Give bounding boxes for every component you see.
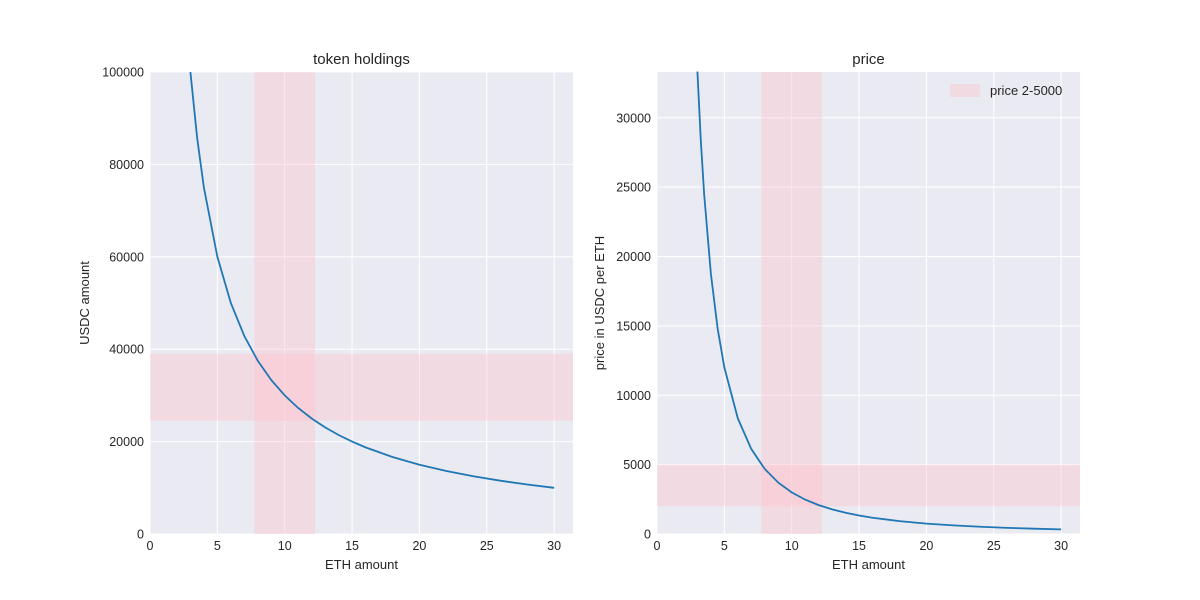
y-tick-label: 20000 <box>616 250 651 264</box>
chart-title: token holdings <box>313 51 410 68</box>
y-tick-labels: 0 20000 40000 60000 80000 100000 <box>102 66 144 542</box>
y-tick-labels: 0 5000 10000 15000 20000 25000 30000 <box>616 111 651 541</box>
x-tick-label: 20 <box>412 539 426 553</box>
x-tick-labels: 0 5 10 15 20 25 30 <box>147 539 562 553</box>
horizontal-range-band <box>657 464 1080 507</box>
x-tick-label: 15 <box>345 539 359 553</box>
price-curve <box>696 71 1062 531</box>
highlight-bands <box>657 72 1080 534</box>
x-tick-label: 15 <box>852 539 866 553</box>
x-tick-label: 0 <box>654 539 661 553</box>
token-holdings-chart: 0 5 10 15 20 25 30 0 20000 40000 60000 80000 100000… <box>77 51 573 572</box>
x-tick-label: 25 <box>987 539 1001 553</box>
y-tick-label: 100000 <box>102 66 144 80</box>
legend-label: price 2-5000 <box>990 83 1062 98</box>
x-tick-label: 5 <box>721 539 728 553</box>
gridlines <box>656 72 1080 535</box>
y-tick-label: 15000 <box>616 319 651 333</box>
x-axis-label: ETH amount <box>832 557 905 572</box>
legend-swatch <box>950 84 980 97</box>
vertical-range-band <box>761 72 823 534</box>
y-tick-label: 5000 <box>623 458 651 472</box>
y-tick-label: 0 <box>137 528 144 542</box>
x-tick-labels: 0 5 10 15 20 25 30 <box>654 539 1069 553</box>
x-tick-label: 10 <box>785 539 799 553</box>
highlight-bands <box>150 72 573 534</box>
chart-title: price <box>852 51 885 68</box>
y-tick-label: 10000 <box>616 389 651 403</box>
y-tick-label: 80000 <box>109 158 144 172</box>
y-tick-label: 60000 <box>109 250 144 264</box>
y-axis-label: USDC amount <box>77 261 92 345</box>
x-tick-label: 25 <box>480 539 494 553</box>
y-axis-label: price in USDC per ETH <box>592 236 607 370</box>
price-chart: 0 5 10 15 20 25 30 0 5000 10000 15000 20000 25000 30… <box>592 51 1080 572</box>
x-tick-label: 20 <box>919 539 933 553</box>
holdings-curve <box>189 71 555 489</box>
vertical-range-band <box>254 72 316 534</box>
y-tick-label: 25000 <box>616 181 651 195</box>
x-tick-label: 10 <box>278 539 292 553</box>
legend: price 2-5000 <box>950 83 1062 98</box>
y-tick-label: 30000 <box>616 111 651 125</box>
x-tick-label: 5 <box>214 539 221 553</box>
y-tick-label: 40000 <box>109 343 144 357</box>
x-tick-label: 30 <box>1054 539 1068 553</box>
plot-area <box>150 72 573 534</box>
gridlines <box>149 71 573 535</box>
y-tick-label: 0 <box>644 528 651 542</box>
horizontal-range-band <box>150 353 573 421</box>
x-axis-label: ETH amount <box>325 557 398 572</box>
y-tick-label: 20000 <box>109 435 144 449</box>
x-tick-label: 0 <box>147 539 154 553</box>
x-tick-label: 30 <box>547 539 561 553</box>
plot-area <box>657 72 1080 534</box>
